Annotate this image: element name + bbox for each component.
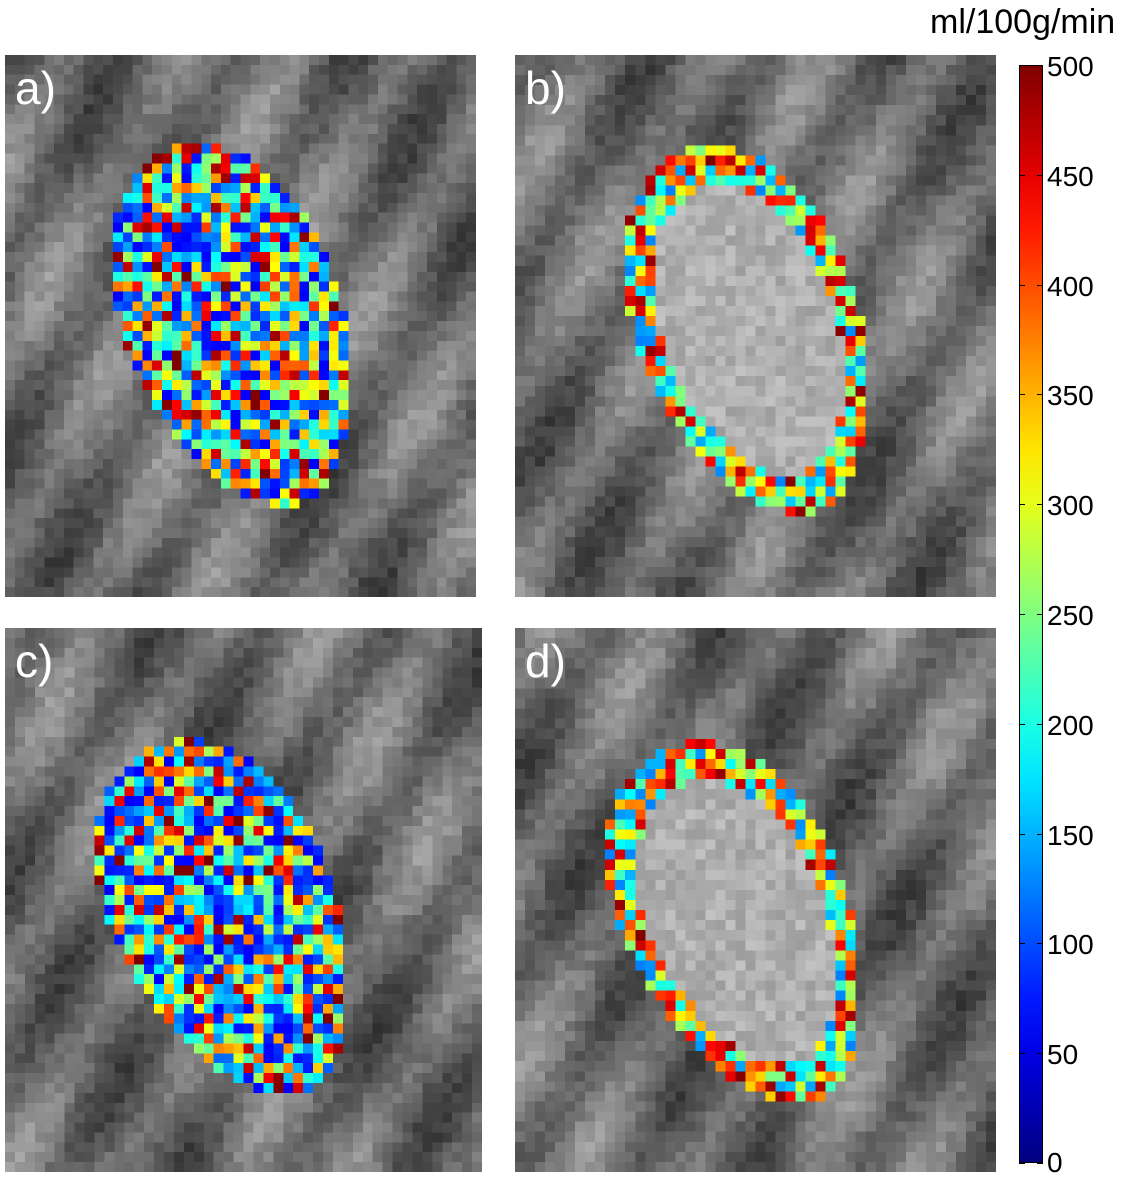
colorbar-tick-mark bbox=[1037, 285, 1043, 286]
panel-b-image bbox=[515, 55, 996, 597]
colorbar-tick-label: 450 bbox=[1047, 161, 1094, 192]
colorbar-tick-mark bbox=[1037, 1053, 1043, 1054]
panel-c-image bbox=[5, 628, 482, 1172]
colorbar-tick-label: 250 bbox=[1047, 600, 1094, 631]
colorbar-tick-mark bbox=[1037, 175, 1043, 176]
colorbar-tick-mark bbox=[1019, 614, 1025, 615]
colorbar-tick-label: 350 bbox=[1047, 380, 1094, 411]
colorbar-tick-label: 400 bbox=[1047, 271, 1094, 302]
colorbar-tick-mark bbox=[1037, 1163, 1043, 1164]
panel-c-label: c) bbox=[15, 635, 54, 687]
colorbar-tick-mark bbox=[1037, 504, 1043, 505]
colorbar-tick-label: 200 bbox=[1047, 710, 1094, 741]
colorbar-tick-mark bbox=[1019, 394, 1025, 395]
colorbar-tick-mark bbox=[1019, 285, 1025, 286]
colorbar-tick-mark bbox=[1019, 724, 1025, 725]
panel-a-perfusion-map: a) bbox=[5, 55, 476, 597]
colorbar-tick-mark bbox=[1037, 65, 1043, 66]
colorbar-tick-mark bbox=[1019, 1163, 1025, 1164]
colorbar-tick-mark bbox=[1019, 1053, 1025, 1054]
panel-b-label: b) bbox=[525, 62, 566, 114]
colorbar-tick-mark bbox=[1019, 175, 1025, 176]
colorbar-tick-mark bbox=[1019, 834, 1025, 835]
colorbar-tick-label: 100 bbox=[1047, 929, 1094, 960]
colorbar-tick-mark bbox=[1037, 394, 1043, 395]
colorbar-tick-mark bbox=[1019, 65, 1025, 66]
colorbar-tick-mark bbox=[1037, 724, 1043, 725]
panel-d-label: d) bbox=[525, 635, 566, 687]
colorbar-tick-mark bbox=[1037, 943, 1043, 944]
colorbar-tick-label: 300 bbox=[1047, 490, 1094, 521]
colorbar-tick-mark bbox=[1019, 504, 1025, 505]
panel-b-perfusion-map: b) bbox=[515, 55, 996, 597]
colorbar-tick-label: 50 bbox=[1047, 1039, 1079, 1070]
colorbar-tick-label: 150 bbox=[1047, 820, 1094, 851]
panel-d-image bbox=[515, 628, 996, 1172]
panel-a-label: a) bbox=[15, 62, 56, 114]
colorbar-tick-mark bbox=[1037, 614, 1043, 615]
panel-c-perfusion-map: c) bbox=[5, 628, 482, 1172]
colorbar-tick-mark bbox=[1037, 834, 1043, 835]
colorbar-tick-mark bbox=[1019, 943, 1025, 944]
colorbar-tick-label: 500 bbox=[1047, 51, 1094, 82]
colorbar-tick-label: 0 bbox=[1047, 1147, 1063, 1178]
colorbar-unit-label: ml/100g/min bbox=[930, 3, 1116, 41]
panel-d-perfusion-map: d) bbox=[515, 628, 996, 1172]
panel-a-image bbox=[5, 55, 476, 597]
